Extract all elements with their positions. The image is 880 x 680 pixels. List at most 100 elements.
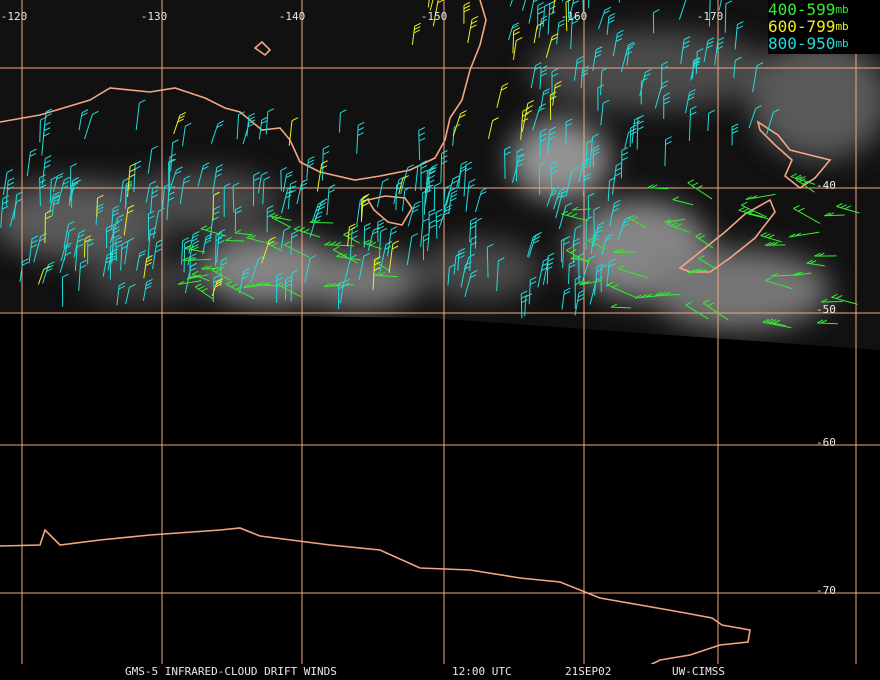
wind-barb	[806, 262, 825, 267]
wind-barb-flag	[30, 244, 38, 249]
wind-barb-flag	[840, 204, 847, 209]
wind-barb-flag	[285, 275, 292, 280]
wind-barb-flag	[276, 277, 283, 282]
wind-barb-flag	[428, 174, 435, 179]
wind-barb	[635, 294, 666, 299]
wind-barb-flag	[76, 243, 84, 248]
wind-barb-flag	[373, 226, 380, 231]
wind-barb-flag	[364, 222, 371, 227]
wind-barb	[344, 257, 352, 282]
wind-barb-flag	[363, 252, 371, 257]
longitude-label: -150	[421, 10, 448, 23]
wind-barb-flag	[696, 185, 703, 190]
legend-range: 800-950	[768, 34, 835, 53]
wind-barb-flag	[607, 281, 614, 286]
wind-barb-flag	[539, 103, 547, 108]
wind-barb-flag	[115, 236, 123, 241]
wind-barb-flag	[182, 237, 189, 242]
wind-barb	[718, 0, 722, 11]
wind-barb-flag	[568, 264, 576, 269]
wind-barb	[766, 321, 786, 327]
wind-barb-flag	[564, 287, 571, 292]
wind-barb-flag	[7, 181, 14, 186]
wind-barb-flag	[291, 269, 299, 274]
wind-barb-flag	[373, 267, 381, 271]
wind-barb	[246, 237, 265, 243]
wind-barb-flag	[43, 127, 51, 132]
wind-barb	[587, 196, 590, 220]
wind-barb	[698, 258, 716, 269]
wind-barb-flag	[81, 109, 89, 114]
wind-barb-flag	[320, 165, 328, 170]
wind-barb	[572, 208, 591, 211]
wind-barb-flag	[315, 207, 323, 212]
wind-barb-flag	[84, 235, 92, 240]
wind-barb-flag	[624, 216, 632, 220]
wind-barb	[617, 268, 649, 279]
wind-barb-flag	[21, 261, 29, 266]
wind-barb-flag	[660, 84, 668, 89]
wind-barb-flag	[691, 268, 698, 273]
wind-barb-flag	[789, 233, 796, 238]
wind-barb-flag	[382, 178, 389, 183]
wind-barb-flag	[539, 161, 546, 166]
wind-barb	[332, 249, 359, 264]
wind-barb-flag	[200, 225, 208, 230]
wind-barb	[760, 235, 782, 243]
wind-barb-flag	[62, 181, 70, 185]
wind-barb-flag	[298, 227, 306, 232]
wind-barb-flag	[621, 157, 628, 161]
wind-barb-flag	[471, 16, 479, 20]
wind-barb-flag	[612, 208, 619, 212]
wind-barb	[456, 171, 462, 188]
wind-barb	[324, 244, 354, 247]
wind-barb	[613, 251, 637, 253]
wind-barb-flag	[593, 151, 600, 156]
wind-barb-flag	[366, 240, 374, 245]
wind-barb-flag	[451, 180, 458, 185]
wind-barb	[578, 256, 580, 283]
wind-barb	[440, 153, 443, 183]
wind-barb-flag	[560, 194, 568, 199]
wind-barb-flag	[441, 160, 448, 165]
wind-barb-flag	[616, 33, 623, 38]
wind-barb-flag	[113, 234, 120, 239]
wind-barb-flag	[217, 120, 225, 125]
wind-barb-flag	[398, 176, 406, 181]
wind-barb-flag	[640, 294, 647, 298]
wind-barb-flag	[205, 226, 212, 231]
wind-barb	[565, 170, 573, 196]
wind-barb-flag	[118, 282, 126, 287]
wind-barb-flag	[53, 191, 60, 196]
wind-barb	[288, 120, 293, 146]
wind-barb-flag	[628, 128, 635, 133]
wind-barb-flag	[694, 268, 702, 273]
wind-barb-flag	[737, 21, 744, 25]
wind-barb-flag	[168, 197, 175, 201]
wind-barb-flag	[541, 15, 548, 20]
wind-barb	[831, 296, 858, 305]
wind-barb	[96, 198, 98, 217]
wind-barb	[748, 108, 757, 129]
wind-barb-flag	[31, 239, 38, 244]
wind-barb	[280, 285, 301, 297]
wind-barb-flag	[45, 215, 52, 220]
wind-barb-flag	[71, 182, 79, 187]
wind-barb-flag	[164, 183, 171, 188]
wind-barb-flag	[540, 137, 547, 142]
wind-barb-flag	[129, 162, 137, 167]
wind-barb-flag	[429, 170, 436, 174]
wind-barb-flag	[43, 132, 50, 137]
wind-barb-flag	[96, 209, 104, 214]
wind-barb-flag	[87, 242, 94, 247]
wind-barb-flag	[551, 68, 559, 73]
wind-barb-flag	[52, 194, 59, 199]
wind-barb-flag	[572, 206, 579, 211]
wind-barb-flag	[659, 291, 667, 296]
wind-barb-flag	[420, 160, 428, 165]
wind-barb	[533, 25, 538, 44]
wind-barb	[125, 287, 130, 305]
wind-barb-flag	[513, 31, 520, 36]
wind-barb-flag	[581, 165, 588, 170]
wind-barb-flag	[377, 222, 384, 227]
